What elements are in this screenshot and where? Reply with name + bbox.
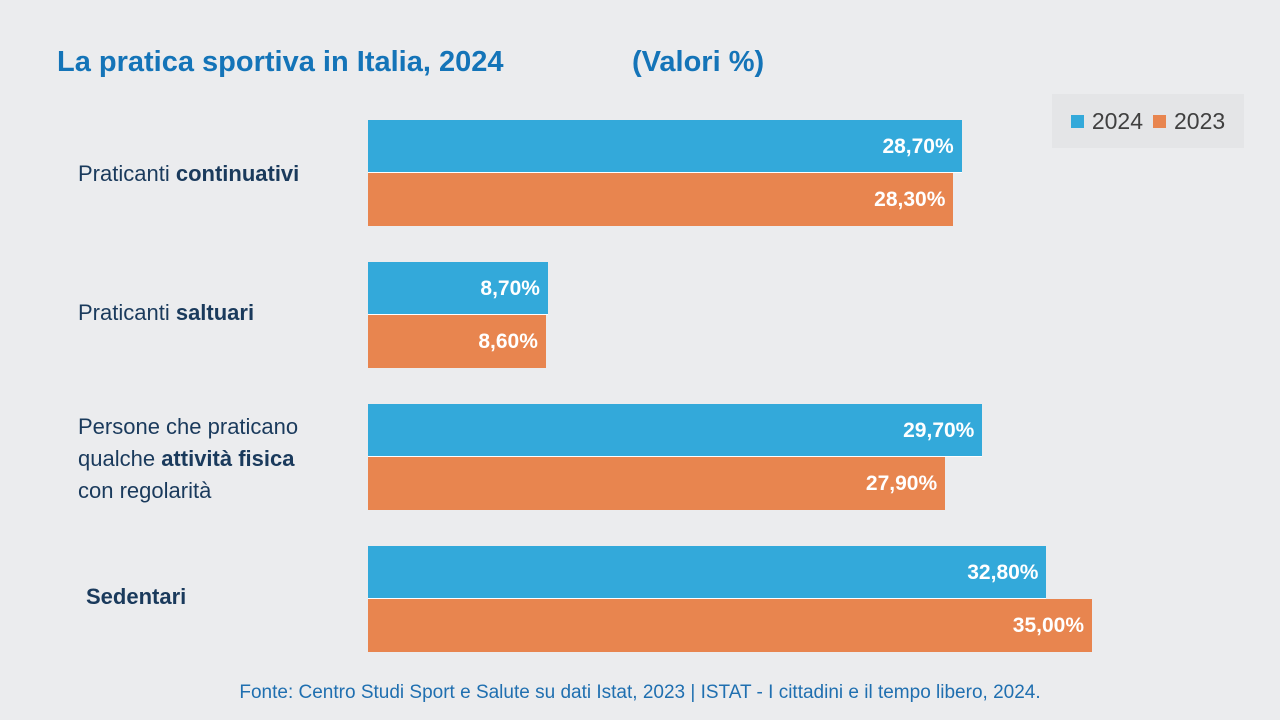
bar-2024: 32,80%: [368, 546, 1047, 599]
category-label: Praticanti saltuari: [78, 297, 254, 329]
chart-title-text: La pratica sportiva in Italia, 2024: [57, 46, 504, 78]
category-label-part: con regolarità: [78, 478, 212, 503]
category-label-part: Sedentari: [86, 584, 187, 609]
bar-2024: 29,70%: [368, 404, 983, 457]
legend-label-2023: 2023: [1174, 107, 1226, 134]
category-label-part: Praticanti: [78, 300, 176, 325]
bar-2024: 8,70%: [368, 262, 548, 315]
bar-2023: 28,30%: [368, 173, 954, 226]
category-label: Praticanti continuativi: [78, 158, 299, 190]
category-label-part: qualche: [78, 446, 162, 471]
category-label: Sedentari: [86, 581, 186, 613]
category-label-part: Praticanti: [78, 161, 176, 186]
bar-value-label: 28,70%: [882, 135, 954, 158]
category-label-part: saltuari: [175, 300, 255, 325]
bar-value-label: 35,00%: [1012, 614, 1084, 637]
chart-legend: 2024 2023: [1052, 94, 1244, 148]
bar-value-label: 28,30%: [874, 188, 946, 211]
chart-title: La pratica sportiva in Italia, 2024 (Val…: [57, 46, 764, 79]
legend-label-2024: 2024: [1091, 107, 1143, 134]
legend-item-2023: 2023: [1153, 108, 1225, 135]
category-label: Persone che praticano qualche attività fi…: [78, 411, 298, 507]
legend-swatch-2024: [1070, 114, 1084, 128]
bar-value-label: 29,70%: [903, 419, 975, 442]
bar-value-label: 32,80%: [967, 561, 1039, 584]
category-label-part: attività fisica: [161, 446, 295, 471]
bar-2024: 28,70%: [368, 120, 962, 173]
chart-units: (Valori %): [632, 46, 765, 78]
legend-swatch-2023: [1153, 114, 1166, 128]
bar-value-label: 8,60%: [478, 330, 538, 353]
bar-2023: 27,90%: [368, 457, 946, 510]
legend-item-2024: 2024: [1070, 107, 1143, 135]
category-label-part: Persone che praticano: [78, 414, 299, 439]
category-label-part: continuativi: [175, 161, 300, 186]
bar-2023: 35,00%: [368, 599, 1092, 652]
bar-value-label: 27,90%: [865, 472, 938, 495]
source-footnote: Fonte: Centro Studi Sport e Salute su da…: [239, 682, 1041, 703]
bar-2023: 8,60%: [368, 315, 546, 368]
bar-value-label: 8,70%: [480, 277, 540, 300]
